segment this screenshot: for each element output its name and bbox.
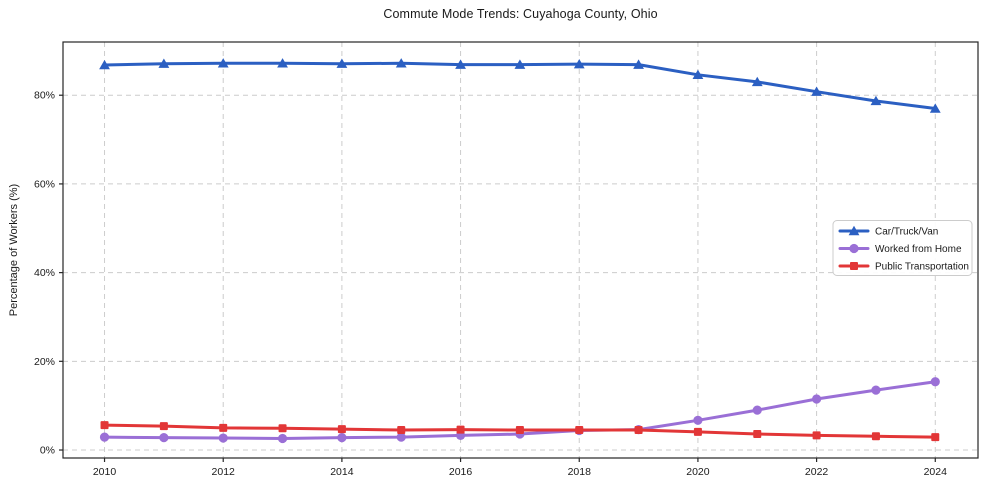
data-point-marker [336,58,348,68]
data-point-marker [811,86,822,96]
x-tick-label: 2016 [449,466,473,478]
data-point-marker [871,385,881,395]
data-point-marker [693,427,702,436]
data-point-marker [337,425,346,434]
x-tick-label: 2010 [93,466,117,478]
data-point-marker [634,426,643,435]
data-point-marker [278,424,287,433]
data-point-marker [515,426,524,435]
x-tick-label: 2014 [330,466,354,478]
data-point-marker [395,58,407,68]
data-point-marker [337,432,347,443]
data-point-marker [217,58,229,68]
data-point-marker [752,405,762,415]
data-point-marker [396,432,406,442]
data-point-marker [848,225,860,236]
data-point-marker [99,59,110,70]
x-tick-label: 2024 [924,466,948,478]
y-tick-label: 60% [34,178,55,190]
data-point-marker [100,421,109,430]
y-tick-label: 80% [34,90,55,102]
data-point-marker [930,377,940,387]
legend-label: Worked from Home [875,244,962,255]
data-point-marker [456,425,465,434]
x-tick-label: 2018 [568,466,592,478]
data-point-marker [693,415,703,425]
data-point-marker [277,58,288,68]
data-point-marker [397,426,406,435]
data-point-marker [811,394,822,404]
data-point-marker [931,433,940,442]
x-tick-label: 2012 [212,466,236,478]
data-point-marker [159,432,169,443]
data-point-marker [751,76,763,87]
legend-label: Car/Truck/Van [875,227,938,238]
plot-border [62,41,979,459]
x-tick-label: 2020 [686,466,710,478]
data-point-marker [573,58,585,69]
data-point-marker [514,59,526,69]
data-point-marker [870,95,882,106]
data-point-marker [692,69,704,80]
y-tick-label: 0% [40,445,55,457]
data-point-marker [633,59,644,69]
data-point-marker [158,58,170,68]
data-point-marker [849,243,859,254]
data-point-marker [277,433,288,444]
x-tick-label: 2022 [805,466,829,478]
series-line-car-truck-van [103,61,937,111]
legend-label: Public Transportation [875,262,969,273]
data-point-marker [218,433,228,443]
data-point-marker [575,426,584,435]
data-point-marker [929,103,941,113]
data-point-marker [455,59,466,69]
chart-title: Commute Mode Trends: Cuyahoga County, Oh… [383,7,658,21]
data-point-marker [850,262,858,270]
legend-box [832,220,973,276]
data-point-marker [99,432,110,442]
y-tick-label: 40% [34,267,55,279]
data-point-marker [219,423,228,432]
data-point-marker [812,431,821,440]
y-tick-label: 20% [34,356,55,368]
data-point-marker [753,430,762,439]
data-point-marker [159,422,168,431]
data-point-marker [871,432,880,441]
